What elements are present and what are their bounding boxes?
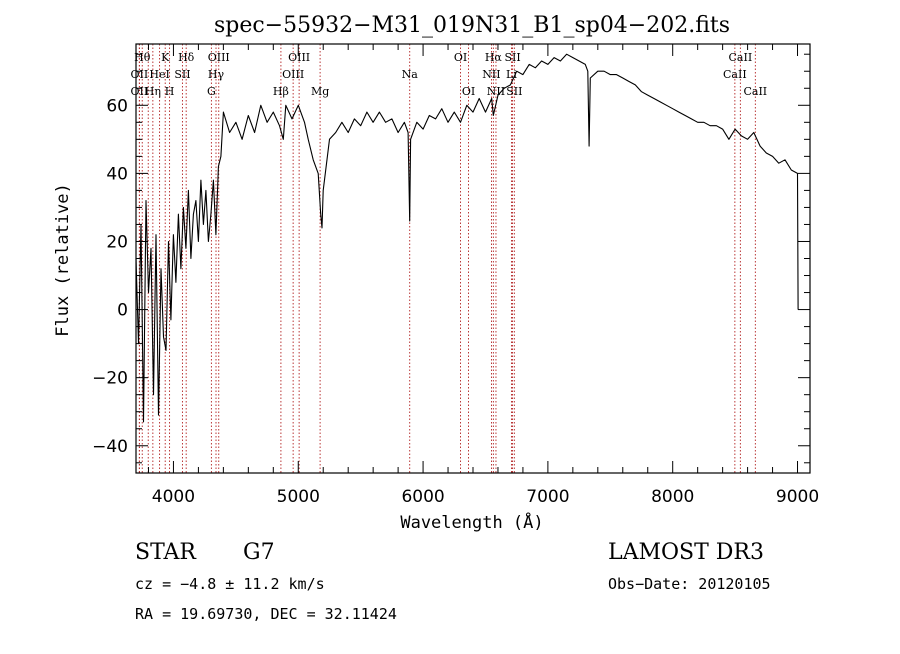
- line-marker-label: CaII: [729, 51, 753, 64]
- x-tick-label: 8000: [651, 487, 694, 507]
- spectral-line-markers: [138, 44, 756, 473]
- line-marker-label: CaII: [743, 85, 767, 98]
- x-tick-label: 6000: [401, 487, 444, 507]
- line-marker-label: H: [165, 85, 175, 98]
- axis-tick-labels: 4000 5000 6000 7000 8000 9000 −40 −20 0 20 40 60: [92, 96, 819, 507]
- x-tick-label: 5000: [277, 487, 320, 507]
- line-marker-label: CaII: [723, 68, 747, 81]
- object-class: STAR: [135, 540, 197, 565]
- line-marker-label: Hγ: [208, 68, 225, 81]
- coordinates: RA = 19.69730, DEC = 32.11424: [135, 605, 397, 623]
- y-tick-label: −20: [92, 369, 128, 389]
- line-marker-label: Hη: [145, 85, 161, 98]
- line-marker-label: OIII: [208, 51, 230, 64]
- line-marker-label: K: [161, 51, 170, 64]
- axis-ticks: [136, 44, 810, 473]
- y-axis-label: Flux (relative): [53, 183, 73, 337]
- line-marker-label: Na: [402, 68, 419, 81]
- line-marker-label: Hβ: [273, 85, 289, 98]
- line-marker-label: Hδ: [178, 51, 195, 64]
- y-tick-label: 60: [106, 96, 128, 116]
- line-marker-label: OIII: [282, 68, 304, 81]
- x-tick-label: 4000: [152, 487, 195, 507]
- line-marker-label: G: [207, 85, 216, 98]
- x-tick-label: 9000: [776, 487, 819, 507]
- line-marker-label: OI: [454, 51, 467, 64]
- spectral-line-labels: HθOIIOIIHηHeIKHSIIHδGHγOIIIHβOIIIOIIIMgN…: [131, 51, 768, 98]
- line-marker-label: OIII: [288, 51, 310, 64]
- line-marker-label: OII: [131, 68, 149, 81]
- line-marker-label: SII: [506, 85, 522, 98]
- line-marker-label: OII: [131, 85, 149, 98]
- redshift-cz: cz = −4.8 ± 11.2 km/s: [135, 575, 325, 593]
- chart-title: spec−55932−M31_019N31_B1_sp04−202.fits: [214, 13, 730, 38]
- line-marker-label: NII: [487, 85, 505, 98]
- line-marker-label: HeI: [149, 68, 169, 81]
- y-tick-label: 0: [117, 301, 128, 321]
- line-marker-label: SII: [174, 68, 190, 81]
- y-tick-label: −40: [92, 437, 128, 457]
- line-marker-label: SII: [504, 51, 520, 64]
- survey-name: LAMOST DR3: [608, 540, 764, 565]
- y-tick-label: 40: [106, 164, 128, 184]
- line-marker-label: Li: [506, 68, 517, 81]
- observation-date: Obs−Date: 20120105: [608, 575, 771, 593]
- x-tick-label: 7000: [526, 487, 569, 507]
- object-subclass: G7: [243, 540, 275, 565]
- line-marker-label: Hθ: [134, 51, 151, 64]
- y-tick-label: 20: [106, 232, 128, 252]
- plot-frame: [135, 43, 811, 474]
- x-axis-label: Wavelength (Å): [400, 511, 543, 533]
- spectrum-line: [135, 53, 799, 423]
- spectrum-series: [135, 53, 799, 423]
- line-marker-label: NII: [482, 68, 500, 81]
- line-marker-label: Mg: [311, 85, 329, 98]
- line-marker-label: Hα: [485, 51, 503, 64]
- line-marker-label: OI: [462, 85, 475, 98]
